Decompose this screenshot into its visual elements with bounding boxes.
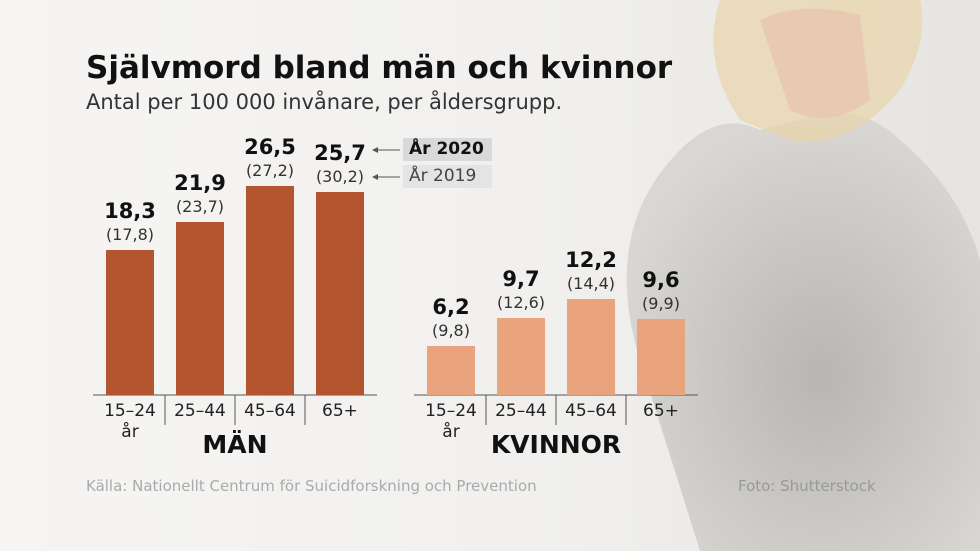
bar <box>176 221 224 395</box>
previous-value-label: (30,2) <box>315 166 365 186</box>
bar <box>427 346 475 395</box>
bar <box>497 318 545 395</box>
value-label: 9,6 <box>642 268 680 293</box>
category-label: 65+ <box>643 401 679 421</box>
chart-label: KVINNOR <box>490 430 622 459</box>
previous-value-label: (23,7) <box>175 196 225 216</box>
bar <box>246 185 294 395</box>
value-label: 21,9 <box>174 170 226 195</box>
legend-entry: År 2020 <box>403 138 492 161</box>
value-label: 25,7 <box>314 140 366 165</box>
previous-value-label: (27,2) <box>245 160 295 180</box>
value-label: 12,2 <box>565 247 617 272</box>
category-label: 45–64 <box>244 401 296 421</box>
previous-value-label: (14,4) <box>566 273 616 293</box>
category-label: 65+ <box>322 401 358 421</box>
category-label: 15–24 år <box>104 401 156 442</box>
legend-arrowhead <box>372 174 378 180</box>
title: Självmord bland män och kvinnor <box>86 50 673 86</box>
previous-value-label: (12,6) <box>496 293 546 313</box>
value-label: 26,5 <box>244 134 296 159</box>
category-label: 25–44 <box>174 401 226 421</box>
value-label: 6,2 <box>432 295 470 320</box>
bar <box>637 319 685 395</box>
chart-label: MÄN <box>202 430 268 459</box>
bar <box>106 250 154 395</box>
previous-value-label: (9,9) <box>642 294 680 314</box>
subtitle: Antal per 100 000 invånare, per åldersgr… <box>86 90 563 114</box>
legend-arrowhead <box>372 147 378 153</box>
bar <box>316 191 364 395</box>
category-label: 45–64 <box>565 401 617 421</box>
category-label: 15–24 år <box>425 401 477 442</box>
source: Källa: Nationellt Centrum för Suicidfors… <box>86 477 537 495</box>
category-label: 25–44 <box>495 401 547 421</box>
previous-value-label: (9,8) <box>432 321 470 341</box>
photo-credit: Foto: Shutterstock <box>738 477 876 495</box>
value-label: 9,7 <box>502 267 540 292</box>
value-label: 18,3 <box>104 199 156 224</box>
legend-entry: År 2019 <box>403 165 492 188</box>
previous-value-label: (17,8) <box>105 225 155 245</box>
bar <box>567 298 615 395</box>
